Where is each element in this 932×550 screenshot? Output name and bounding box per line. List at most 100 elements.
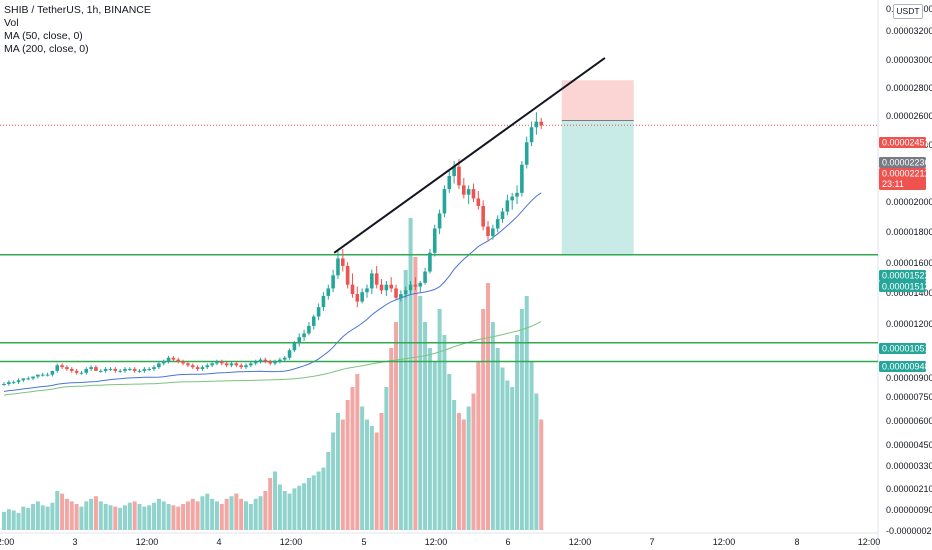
trendline[interactable] [333, 57, 606, 254]
candle [118, 369, 122, 373]
volume-bar [316, 471, 321, 530]
volume-bar [40, 505, 45, 530]
candle [205, 363, 210, 370]
legend-vol[interactable]: Vol [4, 17, 19, 29]
candle [355, 286, 360, 308]
candle [239, 363, 243, 370]
price-tag[interactable]: 0.00002236 [879, 157, 930, 168]
candle [370, 269, 374, 295]
volume-bar [273, 471, 278, 530]
take-profit-zone[interactable] [561, 120, 634, 255]
candle [215, 359, 219, 366]
volume-bar [432, 361, 437, 530]
volume-bar [321, 467, 326, 530]
volume-bar [519, 309, 524, 530]
time-tick-label: 5 [361, 537, 366, 547]
volume-bar [244, 501, 248, 530]
volume-bar [2, 511, 6, 530]
candle [2, 382, 6, 386]
volume-bar [461, 419, 466, 530]
time-tick-label: 12:00 [425, 537, 448, 547]
price-tag[interactable]: 0.00001051 [879, 343, 930, 354]
time-axis[interactable]: 12:00 3 12:00 4 12:00 5 12:00 6 12:00 7 12:00 8 12:0… [0, 532, 880, 547]
volume-bar [418, 296, 423, 530]
candle [374, 265, 379, 289]
candle [36, 374, 40, 379]
candle [282, 355, 287, 362]
price-tick-label: 0.00002600 [886, 111, 932, 121]
volume-bar [510, 387, 515, 530]
candle [495, 215, 500, 233]
candle [74, 369, 79, 375]
legend-ma50[interactable]: MA (50, close, 0) [4, 30, 83, 42]
candle [16, 378, 21, 385]
volume-bar [229, 496, 234, 530]
time-tick-label: 12:00 [569, 537, 592, 547]
time-tick-label: 6 [505, 537, 510, 547]
volume-bar [16, 513, 21, 530]
volume-bar [268, 478, 273, 530]
candle [297, 333, 302, 347]
candle [249, 361, 253, 368]
volume-bar [471, 393, 476, 530]
volume-bar [214, 501, 219, 530]
volume-bar [234, 493, 239, 530]
time-tick-label: 4 [216, 537, 221, 547]
volume-bar [21, 506, 26, 530]
volume-bar [408, 218, 413, 530]
candle [399, 290, 403, 302]
volume-bar [69, 501, 74, 530]
candle [360, 288, 364, 304]
price-tag-label: 0.00002236 [882, 158, 930, 168]
candle [11, 380, 16, 385]
price-tag[interactable]: 0.00002451 [879, 137, 930, 148]
candle [55, 363, 60, 373]
volume-bar [282, 491, 287, 530]
legend-symbol[interactable]: SHIB / TetherUS, 1h, BINANCE [4, 4, 151, 16]
volume-bar [248, 504, 253, 530]
volume-bar [253, 498, 258, 530]
price-tag[interactable]: 0.00000948 [879, 361, 930, 372]
candle [45, 372, 50, 377]
candle [539, 117, 544, 130]
candle [379, 279, 384, 295]
price-tick-label: -0.00000025 [886, 526, 932, 536]
candle [244, 363, 248, 370]
candle [229, 361, 234, 368]
volume-bar [466, 406, 471, 530]
volume-bar [11, 510, 16, 530]
volume-bar [108, 505, 113, 530]
price-tag[interactable]: 0.00001513 [879, 281, 930, 292]
candle [176, 357, 181, 364]
volume-bar [529, 361, 534, 530]
legend-ma200[interactable]: MA (200, close, 0) [4, 43, 89, 55]
time-tick-label: 12:00 [280, 537, 303, 547]
candle [161, 359, 166, 366]
volume-bar [224, 498, 229, 530]
price-tag-label: 0.00001513 [882, 282, 930, 292]
candle [273, 359, 277, 366]
volume-bar [210, 498, 215, 530]
candle [336, 250, 340, 280]
stop-loss-zone[interactable] [561, 80, 634, 121]
volume-bar [219, 504, 224, 530]
candle [268, 359, 272, 366]
candle [200, 365, 205, 371]
currency-label[interactable]: USDT [893, 4, 923, 19]
volume-bar [55, 491, 60, 530]
volume-bar [495, 348, 500, 530]
candle [452, 160, 456, 184]
volume-bar [171, 505, 176, 530]
candle [529, 121, 534, 146]
candle [292, 340, 297, 353]
time-tick-label: 3 [72, 537, 77, 547]
candle [510, 192, 514, 210]
volume-bar [239, 498, 244, 530]
candle [253, 359, 258, 366]
price-tag[interactable]: 0.00001522 [879, 270, 930, 281]
volume-bar [147, 505, 152, 530]
candle [307, 322, 311, 336]
candle [331, 269, 335, 293]
